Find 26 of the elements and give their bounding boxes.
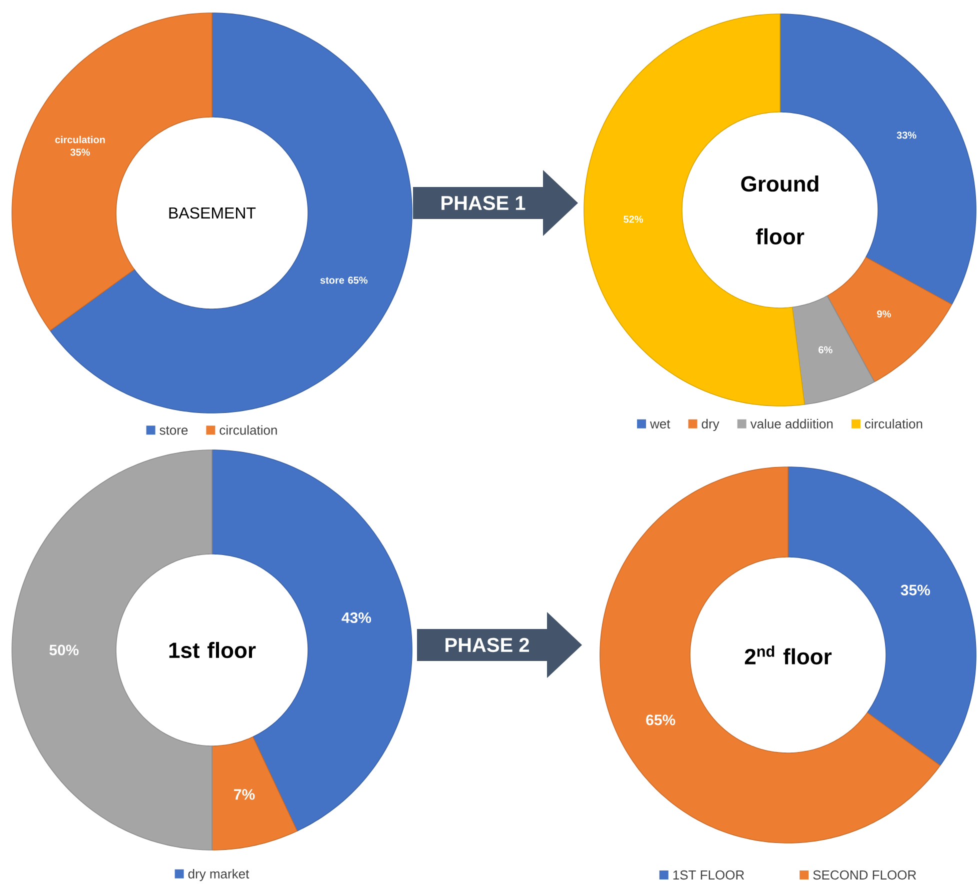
text: BASEMENT bbox=[169, 207, 256, 219]
legend-label: circulation bbox=[220, 425, 277, 435]
legend-label: value addiition bbox=[750, 418, 833, 428]
data-label: 52% bbox=[624, 216, 644, 223]
legend-label: 1ST FLOOR bbox=[673, 870, 744, 880]
legend-label: store bbox=[160, 426, 188, 435]
legend-label: circulation bbox=[864, 418, 922, 428]
chart-title: Ground floor bbox=[741, 176, 818, 244]
text: PHASE 1 bbox=[442, 196, 526, 210]
data-label: 50% bbox=[49, 644, 79, 656]
data-label: circulation 35% bbox=[55, 136, 105, 156]
data-label: 35% bbox=[900, 584, 930, 596]
legend-label: dry market bbox=[188, 868, 250, 882]
text: PHASE 2 bbox=[446, 638, 529, 652]
text: 2$^{nd}$ floor bbox=[744, 646, 832, 664]
data-label: 65% bbox=[646, 714, 676, 726]
data-label: 9% bbox=[877, 310, 891, 318]
data-label: store 65% bbox=[320, 276, 368, 284]
legend-label: dry bbox=[702, 418, 720, 432]
data-label: 43% bbox=[342, 612, 372, 624]
data-label: 6% bbox=[818, 346, 832, 354]
data-label: 33% bbox=[896, 132, 916, 139]
legend-label: SECOND FLOOR bbox=[813, 870, 916, 880]
text: 1st floor bbox=[169, 642, 256, 658]
legend-label: wet bbox=[650, 420, 670, 428]
data-label: 7% bbox=[234, 789, 255, 800]
